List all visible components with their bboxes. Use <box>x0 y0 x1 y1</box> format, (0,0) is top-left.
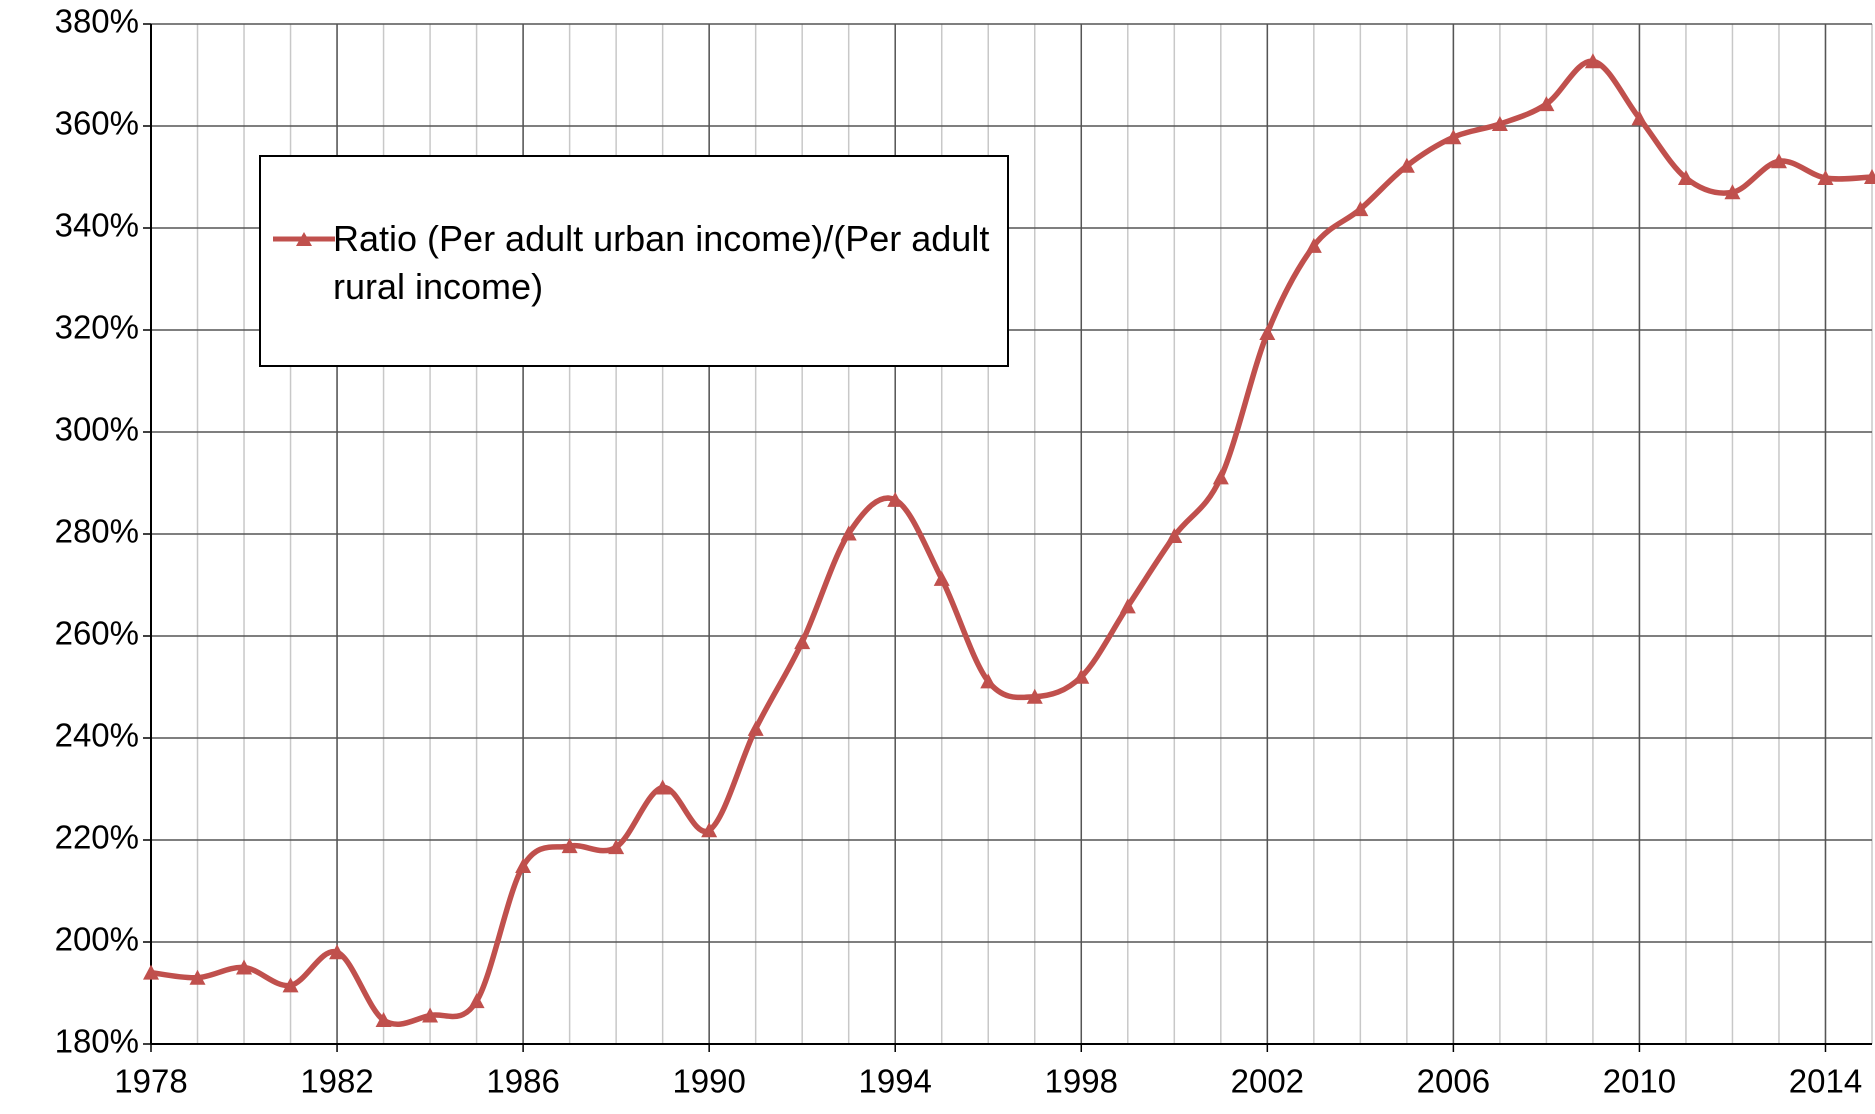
marker <box>561 838 578 854</box>
marker <box>236 959 253 975</box>
x-tick-label: 1998 <box>1045 1063 1118 1100</box>
marker <box>468 993 485 1009</box>
x-tick-label: 2014 <box>1789 1063 1862 1100</box>
marker <box>1864 169 1875 184</box>
legend-label: Ratio (Per adult urban income)/(Per adul… <box>333 218 990 307</box>
y-tick-label: 200% <box>55 921 139 958</box>
marker <box>1259 325 1276 341</box>
y-tick-label: 340% <box>55 207 139 244</box>
marker <box>1584 53 1601 69</box>
marker <box>1026 688 1043 704</box>
marker <box>608 839 625 855</box>
legend: Ratio (Per adult urban income)/(Per adul… <box>259 155 1009 367</box>
marker <box>1817 170 1834 186</box>
y-tick-label: 300% <box>55 411 139 448</box>
legend-marker <box>296 232 312 246</box>
x-tick-label: 2006 <box>1417 1063 1490 1100</box>
marker <box>1119 598 1136 614</box>
x-tick-label: 1978 <box>114 1063 187 1100</box>
marker <box>794 634 811 650</box>
marker <box>329 944 346 960</box>
marker <box>980 673 997 689</box>
marker <box>515 858 532 874</box>
marker <box>840 525 857 541</box>
y-tick-label: 280% <box>55 513 139 550</box>
x-tick-label: 2002 <box>1231 1063 1304 1100</box>
marker <box>933 570 950 586</box>
x-tick-label: 1994 <box>859 1063 932 1100</box>
marker <box>1770 153 1787 169</box>
y-tick-label: 320% <box>55 309 139 346</box>
x-tick-label: 1990 <box>672 1063 745 1100</box>
y-tick-label: 240% <box>55 717 139 754</box>
marker <box>1631 110 1648 126</box>
marker <box>1212 469 1229 485</box>
marker <box>1166 528 1183 544</box>
marker <box>887 491 904 507</box>
y-tick-label: 180% <box>55 1023 139 1060</box>
marker <box>1352 201 1369 217</box>
x-tick-label: 1982 <box>300 1063 373 1100</box>
marker <box>143 964 159 980</box>
marker <box>1724 184 1741 200</box>
marker <box>1305 237 1322 253</box>
marker <box>282 977 299 993</box>
marker <box>1538 96 1555 112</box>
marker <box>1398 157 1415 173</box>
marker <box>189 969 206 985</box>
y-tick-label: 380% <box>55 3 139 40</box>
marker <box>1445 129 1462 145</box>
marker <box>375 1012 392 1028</box>
marker <box>747 720 764 736</box>
marker <box>1491 115 1508 131</box>
marker <box>422 1007 439 1023</box>
x-tick-label: 1986 <box>486 1063 559 1100</box>
y-tick-label: 360% <box>55 105 139 142</box>
y-tick-label: 260% <box>55 615 139 652</box>
legend-symbol <box>273 232 335 246</box>
marker <box>1677 170 1694 186</box>
marker <box>1073 668 1090 684</box>
x-tick-label: 2010 <box>1603 1063 1676 1100</box>
y-tick-label: 220% <box>55 819 139 856</box>
marker <box>654 779 671 795</box>
marker <box>701 822 718 838</box>
